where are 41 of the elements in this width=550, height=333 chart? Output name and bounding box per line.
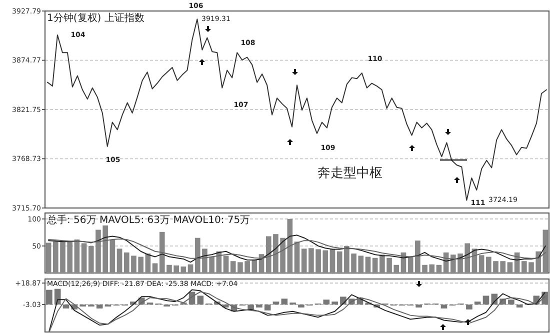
- bar: [482, 296, 490, 305]
- bar: [145, 254, 151, 273]
- bar: [110, 239, 116, 273]
- bar: [46, 242, 52, 273]
- bar: [54, 288, 61, 305]
- bar: [516, 304, 523, 308]
- bar: [466, 304, 472, 310]
- bar: [408, 256, 414, 273]
- annotation: 奔走型中枢: [318, 166, 382, 181]
- bar: [248, 304, 254, 310]
- bar: [508, 300, 514, 305]
- chart-title: 1分钟(复权) 上证指数: [47, 12, 144, 24]
- bar: [152, 263, 158, 273]
- bar: [294, 242, 300, 273]
- bar: [440, 304, 448, 308]
- bar: [256, 304, 262, 308]
- bar: [416, 304, 422, 308]
- bar: [365, 256, 371, 273]
- bar: [298, 304, 304, 308]
- bar: [46, 290, 52, 305]
- bar: [436, 264, 442, 273]
- bar: [197, 296, 204, 305]
- bar: [323, 300, 330, 305]
- bar: [188, 264, 194, 273]
- bar: [223, 256, 229, 273]
- bar: [474, 302, 481, 305]
- bar: [507, 262, 513, 273]
- bar: [74, 239, 80, 273]
- bar: [180, 266, 186, 273]
- bar: [116, 248, 122, 273]
- bar: [62, 304, 70, 308]
- bar: [478, 255, 484, 273]
- bar: [81, 243, 87, 273]
- bar: [372, 258, 378, 273]
- bar: [96, 304, 103, 308]
- bar: [330, 249, 336, 273]
- bar: [281, 298, 288, 305]
- bar: [264, 304, 271, 310]
- bar: [332, 302, 338, 305]
- bar: [272, 302, 280, 305]
- chart-title: 总手: 56万 MAVOL5: 63万 MAVOL10: 75万: [46, 214, 250, 226]
